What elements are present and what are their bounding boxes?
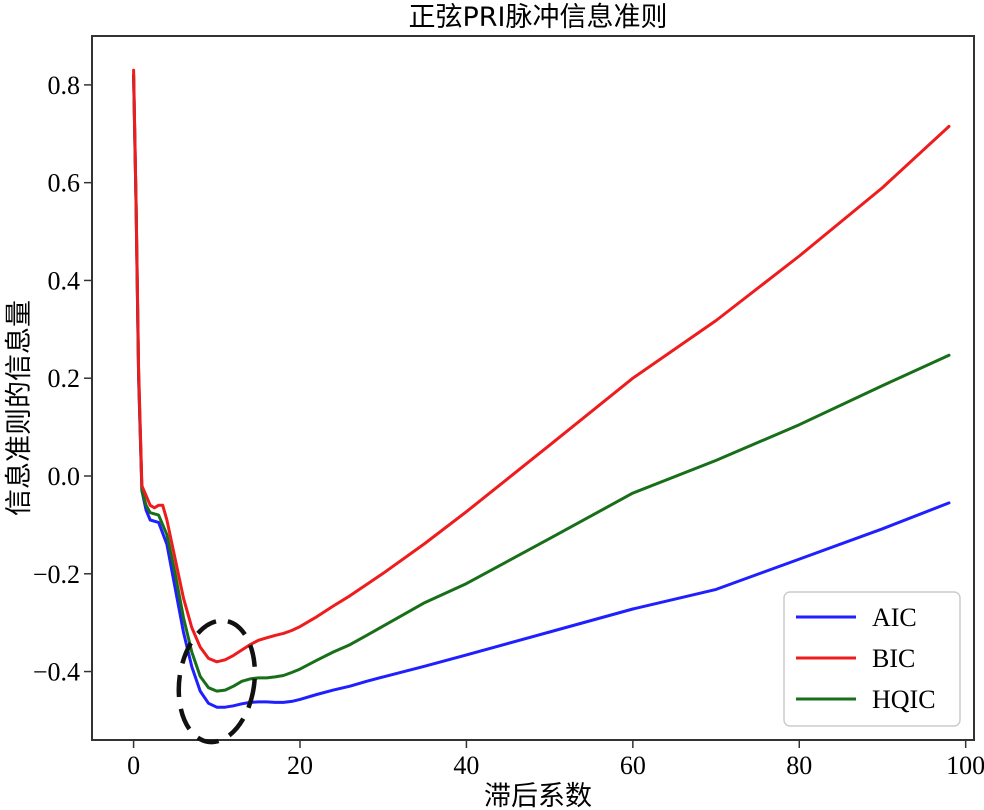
x-tick-label: 0: [127, 751, 140, 780]
y-tick-label: 0.2: [48, 364, 81, 393]
series-line-hqic: [132, 73, 951, 693]
y-axis-label: 信息准则的信息量: [4, 300, 35, 516]
axes-frame: [91, 35, 975, 741]
legend-items: AIC BIC HQIC: [796, 603, 936, 714]
legend-label-aic: AIC: [872, 603, 917, 632]
series-lines: [132, 68, 951, 709]
x-tick-label: 40: [453, 751, 479, 780]
annotation-layer: [176, 618, 258, 745]
plot-area: [91, 35, 975, 745]
y-tick-label: 0.0: [48, 462, 81, 491]
chart-title: 正弦PRI脉冲信息准则: [408, 2, 667, 33]
series-line-bic: [132, 68, 951, 664]
y-tick-label: 0.8: [48, 71, 81, 100]
y-tick-label: −0.4: [33, 658, 80, 687]
x-tick-label: 80: [786, 751, 812, 780]
legend-label-bic: BIC: [872, 644, 915, 673]
y-tick-label: 0.4: [48, 266, 81, 295]
legend-box: [783, 591, 961, 727]
x-tick-label: 100: [946, 751, 984, 780]
x-tick-label: 60: [620, 751, 646, 780]
series-line-aic: [132, 73, 951, 709]
y-tick-label: −0.2: [33, 560, 80, 589]
legend-label-hqic: HQIC: [872, 685, 936, 714]
x-axis: 0 20 40 60 80 100: [127, 740, 984, 780]
legend: AIC BIC HQIC: [783, 591, 961, 727]
highlight-ellipse: [176, 618, 258, 745]
x-tick-label: 20: [287, 751, 313, 780]
y-axis: 0.8 0.6 0.4 0.2 0.0 −0.2 −0.4: [33, 71, 92, 687]
x-axis-label: 滞后系数: [484, 781, 592, 810]
y-tick-label: 0.6: [48, 169, 81, 198]
